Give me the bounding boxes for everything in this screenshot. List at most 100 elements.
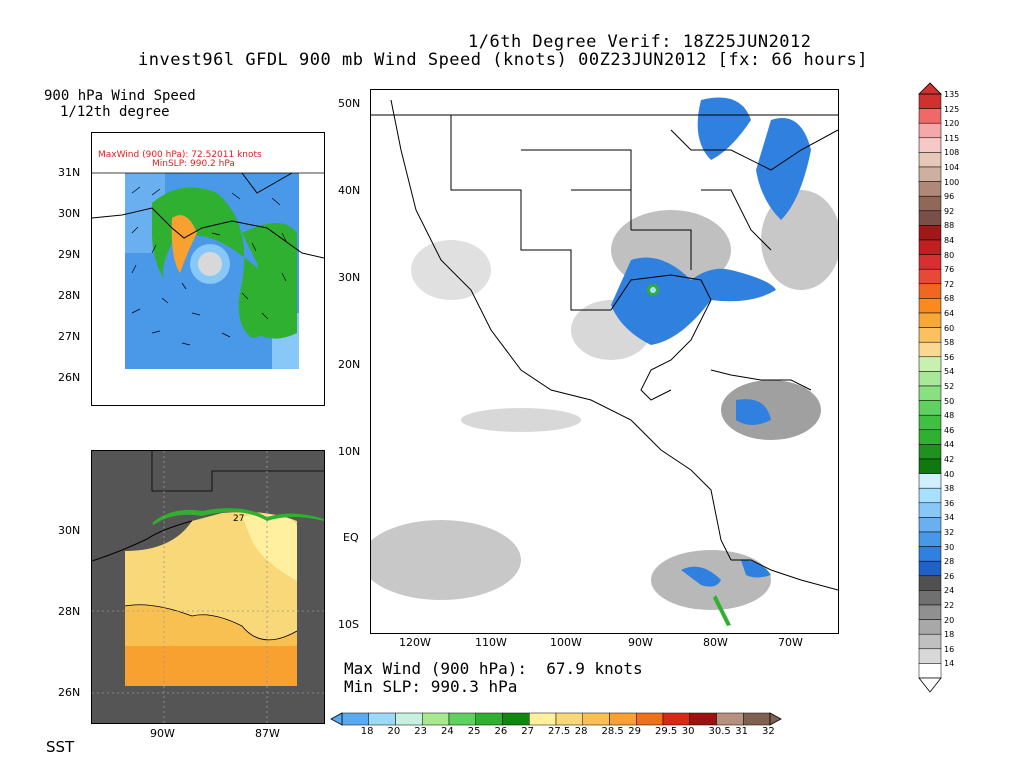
sst-colorbar-right-arrow	[769, 712, 782, 726]
sst-colorbar-label: 30	[681, 726, 695, 737]
wind-colorbar-swatch	[918, 225, 942, 241]
wind-colorbar-swatch	[918, 239, 942, 255]
wind-colorbar-label: 96	[944, 192, 955, 202]
wind-colorbar-label: 24	[944, 586, 955, 596]
wind-colorbar-label: 38	[944, 484, 955, 494]
wind-colorbar-label: 54	[944, 367, 955, 377]
sst-colorbar-swatch	[609, 712, 637, 726]
wind-colorbar-label: 50	[944, 396, 955, 406]
wind-colorbar-swatch	[918, 502, 942, 518]
inset-bottom-lat-30n: 30N	[58, 524, 81, 537]
title-line-1: 1/6th Degree Verif: 18Z25JUN2012	[468, 32, 812, 52]
main-lat-10s: 10S	[338, 618, 359, 631]
main-lon-70w: 70W	[778, 636, 803, 649]
main-lat-50n: 50N	[338, 97, 361, 110]
wind-colorbar-swatch	[918, 444, 942, 460]
wind-colorbar-swatch	[918, 152, 942, 168]
sst-colorbar-swatch	[502, 712, 530, 726]
title-line-2: invest96l GFDL 900 mb Wind Speed (knots)…	[138, 50, 868, 70]
sst-colorbar-label: 31	[735, 726, 748, 737]
wind-colorbar-label: 92	[944, 206, 955, 216]
wind-colorbar-label: 52	[944, 382, 955, 391]
wind-colorbar-label: 80	[944, 250, 955, 260]
sst-colorbar-label: 30.5	[708, 726, 731, 737]
wind-colorbar-swatch	[918, 341, 942, 358]
wind-colorbar-swatch	[918, 166, 942, 182]
wind-colorbar-label: 60	[944, 323, 955, 333]
wind-colorbar-swatch	[918, 429, 942, 445]
wind-colorbar-swatch	[918, 385, 942, 401]
inset-top-lat-31n: 31N	[58, 166, 81, 179]
sst-colorbar-swatch	[662, 712, 690, 726]
sst-colorbar-label: 18	[360, 726, 374, 737]
wind-colorbar-swatches	[918, 93, 942, 679]
main-lat-10n: 10N	[338, 445, 361, 458]
main-lon-100w: 100W	[550, 636, 582, 649]
main-lat-40n: 40N	[338, 184, 361, 197]
wind-colorbar-swatch	[918, 137, 942, 153]
wind-colorbar-swatch	[918, 473, 942, 489]
sst-colorbar-label: 25	[467, 726, 481, 737]
main-lat-eq: EQ	[343, 531, 359, 544]
wind-colorbar-swatch	[918, 327, 942, 343]
sst-colorbar-swatch	[743, 712, 771, 726]
wind-colorbar-label: 18	[944, 630, 955, 640]
inset-bottom-lat-26n: 26N	[58, 686, 81, 699]
sst-colorbar-swatch	[422, 712, 450, 726]
main-lon-80w: 80W	[703, 636, 728, 649]
wind-colorbar-label: 64	[944, 309, 955, 318]
inset-bottom-lon-90w: 90W	[150, 727, 175, 740]
wind-colorbar-swatch	[918, 122, 942, 139]
inset-title-2: 1/12th degree	[60, 104, 170, 120]
inset-top-lat-26n: 26N	[58, 371, 81, 384]
main-lat-30n: 30N	[338, 271, 361, 284]
wind-colorbar-label: 104	[944, 163, 960, 172]
wind-area-pacific	[371, 520, 521, 600]
wind-colorbar-label: 46	[944, 425, 955, 435]
wind-colorbar-swatch	[918, 590, 942, 606]
min-slp-stat: Min SLP: 990.3 hPa	[344, 677, 518, 696]
wind-colorbar-label: 26	[944, 571, 955, 581]
sst-colorbar-swatch	[689, 712, 717, 726]
sst-footer-label: SST	[46, 738, 75, 756]
wind-colorbar-swatch	[918, 517, 942, 533]
sst-colorbar-swatch	[395, 712, 423, 726]
wind-colorbar-swatch	[918, 633, 942, 650]
wind-colorbar-label: 14	[944, 659, 955, 669]
wind-colorbar-swatch	[918, 93, 942, 109]
main-lon-90w: 90W	[628, 636, 653, 649]
wind-colorbar-label: 32	[944, 528, 955, 537]
minslp-label: MinSLP: 990.2 hPa	[152, 159, 235, 169]
wind-colorbar-label: 84	[944, 236, 955, 245]
wind-colorbar-label: 72	[944, 279, 955, 289]
wind-colorbar-swatch	[918, 575, 942, 591]
wind-colorbar	[918, 82, 942, 693]
wind-colorbar-swatch	[918, 356, 942, 372]
wind-colorbar-label: 58	[944, 338, 955, 348]
wind-colorbar-swatch	[918, 195, 942, 212]
main-map	[371, 97, 838, 626]
main-map-panel	[370, 89, 839, 634]
sst-colorbar-swatch	[529, 712, 557, 726]
wind-colorbar-swatch	[918, 400, 942, 416]
sst-colorbar-label: 32	[762, 726, 775, 737]
wind-colorbar-label: 68	[944, 294, 955, 304]
wind-area-gulf	[611, 257, 776, 345]
sst-colorbar-swatch	[636, 712, 664, 726]
wind-colorbar-swatch	[918, 604, 942, 620]
sst-colorbar-label: 28	[574, 726, 588, 737]
inset-bottom-lon-87w: 87W	[255, 727, 280, 740]
wind-colorbar-swatch	[918, 210, 942, 226]
inset-top-lat-29n: 29N	[58, 248, 81, 261]
max-wind-stat: Max Wind (900 hPa): 67.9 knots	[344, 659, 643, 678]
wind-colorbar-label: 20	[944, 615, 955, 625]
wind-colorbar-label: 16	[944, 644, 955, 654]
sst-colorbar-swatch	[475, 712, 503, 726]
inset-top-lat-27n: 27N	[58, 330, 81, 343]
wind-colorbar-label: 56	[944, 352, 955, 362]
wind-colorbar-swatch	[918, 531, 942, 547]
wind-colorbar-label: 48	[944, 411, 955, 421]
wind-colorbar-label: 42	[944, 455, 955, 464]
wind-colorbar-label: 40	[944, 469, 955, 479]
wind-colorbar-swatch	[918, 312, 942, 328]
